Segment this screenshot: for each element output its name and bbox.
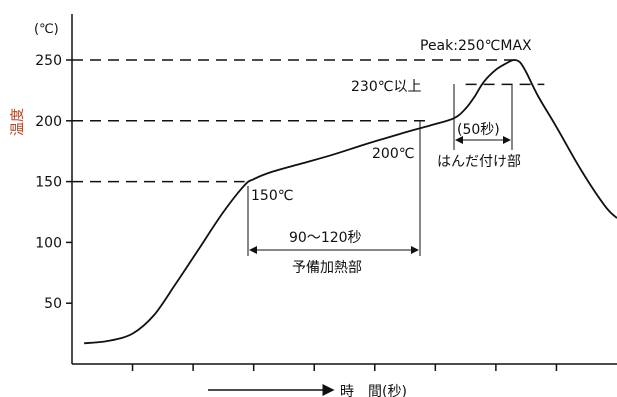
y-tick-label: 250 [35,53,62,69]
y-unit-label: (℃) [34,22,59,37]
y-ticks: 50 100 150 200 250 [35,53,72,312]
y-tick-label: 200 [35,114,62,130]
reference-lines [72,59,545,183]
preheat-time-annotation: 90～120秒 [289,230,362,246]
temperature-profile-line [84,59,617,345]
end-temp-annotation: 200℃ [372,146,414,162]
x-axis-label: 時 間(秒) [340,384,407,397]
y-axis-label: 温度 [10,108,26,136]
preheat-label: 予備加熱部 [292,260,362,276]
x-ticks [131,364,558,371]
solder-label: はんだ付け部 [437,154,521,170]
y-tick-label: 100 [35,235,62,251]
solder-time-annotation: (50秒) [457,122,500,138]
y-tick-label: 150 [35,175,62,191]
start-temp-annotation: 150℃ [251,188,293,204]
solder-min-annotation: 230℃以上 [351,79,421,95]
peak-annotation: Peak:250℃MAX [420,38,532,54]
y-tick-label: 50 [44,296,62,312]
